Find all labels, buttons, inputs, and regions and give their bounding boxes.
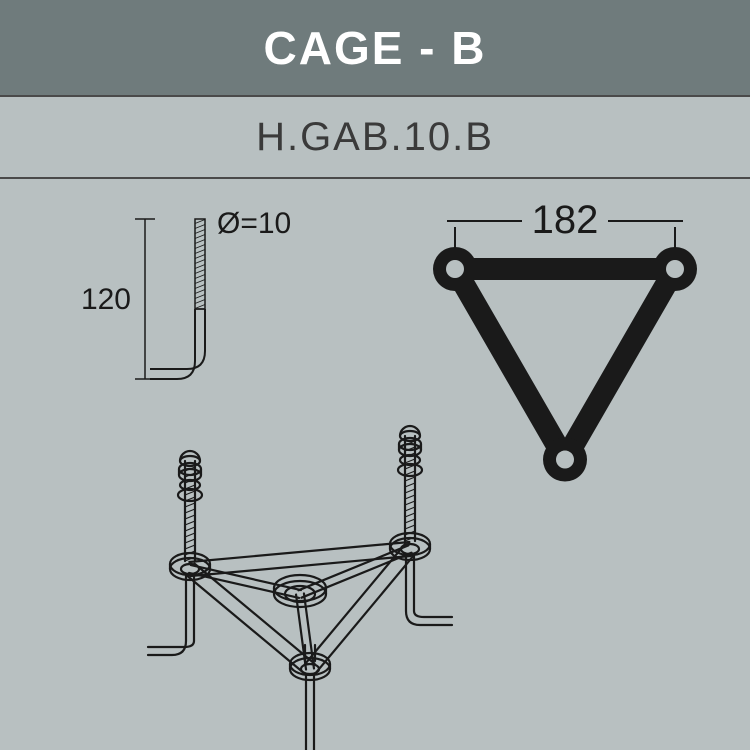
subtitle-bar: H.GAB.10.B (0, 97, 750, 177)
page-root: CAGE - B H.GAB.10.B Ø=10 120 182 (0, 0, 750, 750)
product-title: CAGE - B (264, 21, 487, 75)
diagram-area: Ø=10 120 182 (0, 179, 750, 750)
svg-text:Ø=10: Ø=10 (217, 207, 291, 240)
svg-text:120: 120 (81, 283, 131, 316)
svg-text:182: 182 (532, 198, 599, 242)
diagram-svg: Ø=10 120 182 (0, 179, 750, 750)
product-code: H.GAB.10.B (256, 115, 494, 160)
title-bar: CAGE - B (0, 0, 750, 95)
